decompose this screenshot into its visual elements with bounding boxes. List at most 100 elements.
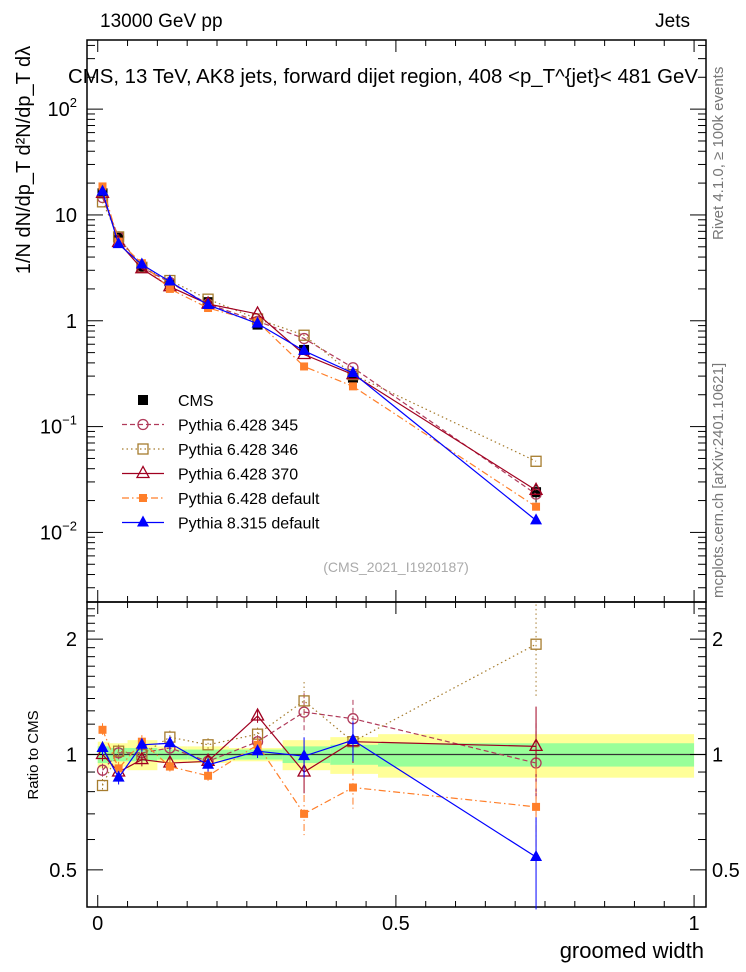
x-tick-label: 0 bbox=[92, 913, 103, 935]
marker-triangle bbox=[135, 737, 148, 749]
marker-square bbox=[165, 284, 174, 293]
rivet-label: Rivet 4.1.0, ≥ 100k events bbox=[710, 67, 727, 240]
marker-open-square bbox=[298, 329, 310, 341]
legend-label: Pythia 6.428 346 bbox=[178, 442, 298, 459]
ratio-y-tick-label-right: 2 bbox=[712, 629, 723, 651]
legend-label: Pythia 8.315 default bbox=[178, 516, 320, 533]
ratio-y-tick-label-right: 1 bbox=[712, 745, 723, 767]
marker-triangle bbox=[530, 513, 543, 525]
series-pythia-8-315-default bbox=[96, 184, 543, 525]
y-tick-label: 1 bbox=[66, 311, 77, 333]
series-line bbox=[101, 191, 537, 521]
y-tick-label: 10−2 bbox=[40, 518, 77, 544]
marker-triangle bbox=[112, 237, 125, 249]
marker-triangle bbox=[112, 770, 125, 782]
marker-square bbox=[139, 494, 147, 502]
marker-triangle bbox=[137, 515, 149, 527]
marker-open-triangle bbox=[250, 707, 265, 721]
legend-item: CMS bbox=[138, 393, 214, 410]
y-tick-label: 10−1 bbox=[40, 413, 77, 439]
marker-square bbox=[532, 802, 541, 811]
ratio-y-axis-label: Ratio to CMS bbox=[25, 710, 42, 799]
x-tick-label: 0.5 bbox=[382, 913, 410, 935]
marker-triangle bbox=[163, 736, 176, 748]
marker-square bbox=[348, 783, 357, 792]
marker-triangle bbox=[298, 749, 311, 761]
marker-square bbox=[138, 395, 148, 405]
series-line bbox=[101, 193, 537, 491]
legend-label: Pythia 6.428 345 bbox=[178, 418, 298, 435]
marker-open-triangle bbox=[528, 738, 544, 752]
marker-triangle bbox=[346, 366, 359, 378]
ratio-series-pythia-6-428-346 bbox=[96, 604, 542, 793]
series-pythia-6-428-346 bbox=[96, 196, 542, 467]
legend-label: Pythia 6.428 370 bbox=[178, 467, 298, 484]
marker-open-square bbox=[298, 695, 310, 707]
marker-square bbox=[532, 502, 541, 511]
marker-open-square bbox=[112, 745, 125, 757]
x-tick-label: 1 bbox=[689, 913, 700, 935]
series-line bbox=[101, 201, 537, 462]
ratio-series-pythia-8-315-default bbox=[96, 721, 543, 910]
marker-open-circle bbox=[298, 706, 310, 718]
marker-triangle bbox=[530, 850, 543, 862]
marker-square bbox=[165, 762, 174, 771]
series-line bbox=[101, 186, 537, 508]
series-cms bbox=[97, 188, 542, 503]
marker-open-triangle bbox=[528, 481, 544, 495]
marker-open-circle bbox=[137, 418, 149, 431]
marker-square bbox=[348, 382, 357, 391]
marker-square bbox=[300, 809, 309, 818]
marker-square bbox=[300, 362, 309, 371]
ratio-line bbox=[101, 643, 537, 786]
marker-open-square bbox=[202, 739, 214, 751]
marker-square bbox=[347, 372, 358, 383]
marker-square bbox=[114, 764, 123, 773]
legend-label: CMS bbox=[178, 393, 214, 410]
marker-square bbox=[531, 487, 542, 498]
marker-open-triangle bbox=[134, 751, 149, 765]
marker-open-triangle bbox=[135, 465, 151, 479]
ratio-y-tick-label-left: 1 bbox=[66, 745, 77, 767]
ratio-y-tick-label-left: 0.5 bbox=[49, 860, 77, 882]
marker-open-square bbox=[137, 443, 149, 455]
marker-triangle bbox=[298, 343, 311, 355]
y-tick-label: 102 bbox=[48, 95, 77, 121]
mcplots-label: mcplots.cern.ch [arXiv:2401.10621] bbox=[710, 363, 727, 598]
marker-triangle bbox=[251, 316, 264, 328]
series-pythia-6-428-345 bbox=[96, 191, 542, 500]
plot-title: CMS, 13 TeV, AK8 jets, forward dijet reg… bbox=[68, 66, 699, 88]
legend-label: Pythia 6.428 default bbox=[178, 491, 320, 508]
marker-open-square bbox=[96, 779, 109, 792]
marker-triangle bbox=[135, 257, 148, 269]
marker-square bbox=[98, 725, 107, 734]
marker-triangle bbox=[202, 757, 215, 769]
ratio-y-tick-label-left: 2 bbox=[66, 629, 77, 651]
legend-item: Pythia 6.428 370 bbox=[122, 465, 298, 484]
legend-item: Pythia 8.315 default bbox=[122, 515, 320, 533]
marker-triangle bbox=[251, 744, 264, 756]
marker-triangle bbox=[346, 733, 359, 745]
marker-square bbox=[204, 771, 213, 780]
marker-open-square bbox=[530, 455, 542, 467]
series-pythia-6-428-default bbox=[98, 182, 541, 511]
marker-triangle bbox=[96, 740, 109, 752]
marker-open-circle bbox=[96, 764, 109, 776]
legend-item: Pythia 6.428 345 bbox=[122, 418, 298, 435]
y-axis-label: 1/N dN/dp_T d²N/dp_T dλ bbox=[13, 46, 35, 274]
legend-item: Pythia 6.428 default bbox=[122, 491, 320, 508]
marker-triangle bbox=[96, 184, 109, 196]
x-axis-label: groomed width bbox=[560, 938, 704, 963]
ratio-y-tick-label-right: 0.5 bbox=[712, 860, 740, 882]
marker-triangle bbox=[163, 274, 176, 286]
y-tick-label: 10 bbox=[55, 205, 77, 227]
ratio-line bbox=[101, 729, 537, 815]
marker-triangle bbox=[202, 297, 215, 309]
marker-open-square bbox=[530, 638, 542, 650]
legend-item: Pythia 6.428 346 bbox=[122, 442, 298, 459]
watermark: (CMS_2021_I1920187) bbox=[323, 559, 469, 575]
series-pythia-6-428-370 bbox=[95, 184, 544, 495]
header-left: 13000 GeV pp bbox=[100, 11, 223, 32]
